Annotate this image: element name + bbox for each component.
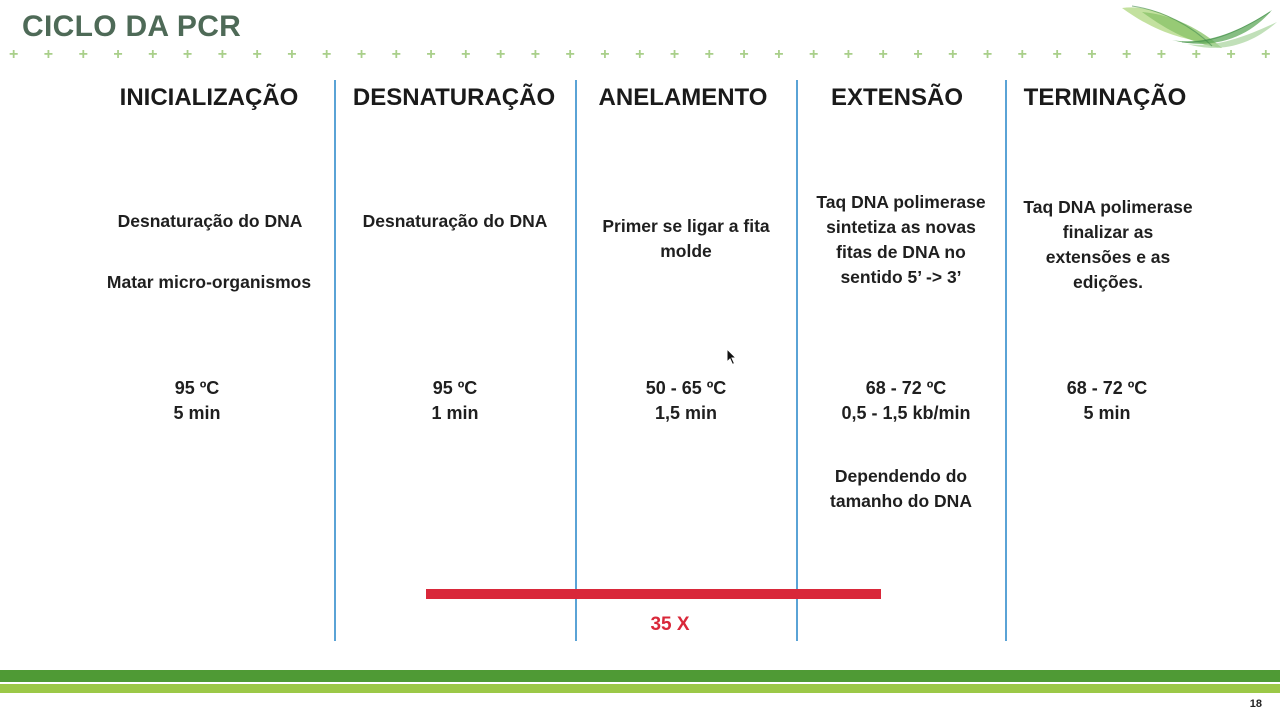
plus-decor-icon: +: [1156, 46, 1167, 63]
plus-decor-icon: +: [948, 46, 958, 63]
stage-description: Matar micro-organismos: [106, 272, 312, 292]
description-line: molde: [660, 241, 712, 261]
plus-decor-icon: +: [669, 46, 680, 63]
stage-title-inicializacao: INICIALIZAÇÃO: [119, 84, 299, 111]
plus-decor-icon: +: [1261, 46, 1271, 63]
stage-description: Primer se ligar a fita molde: [571, 214, 801, 264]
footer-stripe-light: [0, 684, 1280, 693]
plus-decor-icon: +: [530, 46, 541, 63]
description-line: Primer se ligar a fita: [602, 216, 770, 236]
stage-conditions: 95 ºC 5 min: [97, 376, 297, 426]
plus-decor-icon: +: [1017, 46, 1027, 63]
stage-description: Taq DNA polimerase sintetiza as novas fi…: [786, 190, 1016, 290]
temperature: 68 - 72 ºC: [1066, 378, 1148, 398]
slide-title: CICLO DA PCR: [22, 10, 242, 43]
plus-decor-icon: +: [182, 46, 193, 63]
plus-decor-icon: +: [843, 46, 854, 63]
plus-decor-icon: +: [739, 46, 749, 63]
plus-decor-icon: +: [148, 46, 158, 63]
column-divider: [334, 80, 336, 641]
duration: 5 min: [173, 403, 221, 423]
plus-decor-icon: +: [878, 46, 888, 63]
description-line: sentido 5’ -> 3’: [840, 267, 962, 287]
description-line: Taq DNA polimerase: [816, 192, 986, 212]
plus-decor-icon: +: [565, 46, 575, 63]
plus-decor-icon: +: [774, 46, 784, 63]
duration: 1 min: [431, 403, 479, 423]
column-divider: [796, 80, 798, 641]
cycle-repeat-bar: [426, 589, 881, 599]
plus-decor-icon: +: [113, 46, 123, 63]
footer-stripe-dark: [0, 670, 1280, 682]
description-line: edições.: [1072, 272, 1144, 292]
plus-decor-icon: +: [356, 46, 367, 63]
plus-decor-icon: +: [982, 46, 993, 63]
stage-note: Dependendo do tamanho do DNA: [786, 464, 1016, 514]
duration: 5 min: [1083, 403, 1131, 423]
plus-decor-icon: +: [913, 46, 923, 63]
temperature: 95 ºC: [432, 378, 478, 398]
plus-decor-icon: +: [808, 46, 819, 63]
page-number: 18: [1249, 698, 1262, 710]
plus-decor-icon: +: [461, 46, 471, 63]
plus-decor-icon: +: [600, 46, 610, 63]
stage-description: Taq DNA polimerase finalizar as extensõe…: [993, 195, 1223, 295]
stage-title-desnaturacao: DESNATURAÇÃO: [352, 84, 556, 111]
plus-decor-icon: +: [1226, 46, 1236, 63]
stage-conditions: 50 - 65 ºC 1,5 min: [586, 376, 786, 426]
duration: 0,5 - 1,5 kb/min: [841, 403, 971, 423]
plus-decor-icon: +: [1122, 46, 1132, 63]
plus-decor-icon: +: [43, 46, 54, 63]
description-line: sintetiza as novas: [826, 217, 976, 237]
stage-description: Desnaturação do DNA: [362, 211, 548, 231]
plus-decor-icon: +: [704, 46, 714, 63]
plus-decor-icon: +: [252, 46, 262, 63]
stage-title-extensao: EXTENSÃO: [830, 84, 964, 111]
plus-decor-icon: +: [1191, 46, 1201, 63]
description-line: Taq DNA polimerase: [1023, 197, 1193, 217]
leaf-logo-icon: [1122, 5, 1277, 48]
plus-decor-icon: +: [495, 46, 506, 63]
stage-description: Desnaturação do DNA: [117, 211, 303, 231]
duration: 1,5 min: [654, 403, 718, 423]
mouse-cursor-icon: [726, 348, 738, 366]
plus-decor-icon: +: [217, 46, 228, 63]
cycle-count-label: 35 X: [650, 614, 690, 635]
plus-decor-icon: +: [1052, 46, 1062, 63]
plus-decor-icon: +: [287, 46, 297, 63]
temperature: 50 - 65 ºC: [645, 378, 727, 398]
stage-title-terminacao: TERMINAÇÃO: [1023, 84, 1187, 111]
description-line: fitas de DNA no: [836, 242, 966, 262]
decorative-plus-row: + + + + + + + + + + + + + + + + + + + + + + + + + + + + + + + + + + + + +: [9, 46, 1271, 64]
plus-decor-icon: +: [1087, 46, 1097, 63]
description-line: finalizar as: [1062, 222, 1154, 242]
stage-conditions: 68 - 72 ºC 0,5 - 1,5 kb/min: [806, 376, 1006, 426]
plus-decor-icon: +: [9, 46, 19, 63]
plus-decor-icon: +: [391, 46, 401, 63]
stage-title-anelamento: ANELAMENTO: [598, 84, 768, 111]
temperature: 95 ºC: [174, 378, 220, 398]
note-line: Dependendo do: [834, 466, 968, 486]
plus-decor-icon: +: [322, 46, 332, 63]
plus-decor-icon: +: [78, 46, 88, 63]
stage-conditions: 68 - 72 ºC 5 min: [1007, 376, 1207, 426]
plus-decor-icon: +: [635, 46, 645, 63]
temperature: 68 - 72 ºC: [865, 378, 947, 398]
column-divider: [1005, 80, 1007, 641]
description-line: extensões e as: [1045, 247, 1171, 267]
plus-decor-icon: +: [426, 46, 436, 63]
stage-conditions: 95 ºC 1 min: [355, 376, 555, 426]
column-divider: [575, 80, 577, 641]
note-line: tamanho do DNA: [830, 491, 972, 511]
